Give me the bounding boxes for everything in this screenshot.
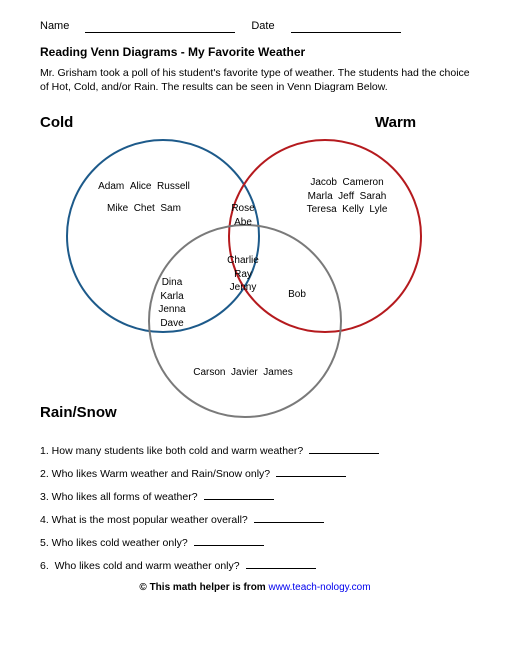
- intro-text: Mr. Grisham took a poll of his student's…: [40, 67, 470, 94]
- question-3: 3. Who likes all forms of weather?: [40, 489, 470, 503]
- question-2: 2. Who likes Warm weather and Rain/Snow …: [40, 466, 470, 480]
- date-label: Date: [251, 20, 274, 33]
- question-text: 6. Who likes cold and warm weather only?: [40, 560, 240, 572]
- warm-label: Warm: [375, 114, 416, 131]
- answer-blank[interactable]: [309, 443, 379, 454]
- footer-link[interactable]: www.teach-nology.com: [268, 582, 370, 593]
- region-warm-rain: Bob: [272, 288, 322, 302]
- region-warm-only: Jacob CameronMarla Jeff SarahTeresa Kell…: [282, 176, 412, 217]
- question-1: 1. How many students like both cold and …: [40, 443, 470, 457]
- region-cold-rain: DinaKarlaJennaDave: [147, 276, 197, 330]
- region-cold-only: Adam Alice RussellMike Chet Sam: [74, 176, 214, 220]
- page-title: Reading Venn Diagrams - My Favorite Weat…: [40, 45, 470, 59]
- cold-label: Cold: [40, 114, 73, 131]
- region-all: CharlieRayJenny: [218, 254, 268, 295]
- questions: 1. How many students like both cold and …: [40, 443, 470, 572]
- question-5: 5. Who likes cold weather only?: [40, 535, 470, 549]
- header-row: Name Date: [40, 20, 470, 33]
- venn-diagram: Cold Warm Rain/Snow Adam Alice RussellMi…: [40, 104, 470, 434]
- question-4: 4. What is the most popular weather over…: [40, 512, 470, 526]
- answer-blank[interactable]: [194, 535, 264, 546]
- answer-blank[interactable]: [204, 489, 274, 500]
- footer-prefix: © This math helper is from: [139, 582, 268, 593]
- question-text: 3. Who likes all forms of weather?: [40, 491, 198, 503]
- question-text: 4. What is the most popular weather over…: [40, 514, 248, 526]
- question-text: 5. Who likes cold weather only?: [40, 537, 188, 549]
- question-text: 1. How many students like both cold and …: [40, 445, 303, 457]
- region-rain-only: Carson Javier James: [168, 366, 318, 380]
- date-blank[interactable]: [291, 20, 401, 33]
- question-text: 2. Who likes Warm weather and Rain/Snow …: [40, 468, 270, 480]
- region-cold-warm: RoseAbe: [218, 202, 268, 229]
- answer-blank[interactable]: [254, 512, 324, 523]
- rain-label: Rain/Snow: [40, 404, 117, 421]
- footer: © This math helper is from www.teach-nol…: [40, 582, 470, 593]
- worksheet-page: Name Date Reading Venn Diagrams - My Fav…: [0, 0, 510, 660]
- name-blank[interactable]: [85, 20, 235, 33]
- answer-blank[interactable]: [246, 558, 316, 569]
- answer-blank[interactable]: [276, 466, 346, 477]
- question-6: 6. Who likes cold and warm weather only?: [40, 558, 470, 572]
- name-label: Name: [40, 20, 69, 33]
